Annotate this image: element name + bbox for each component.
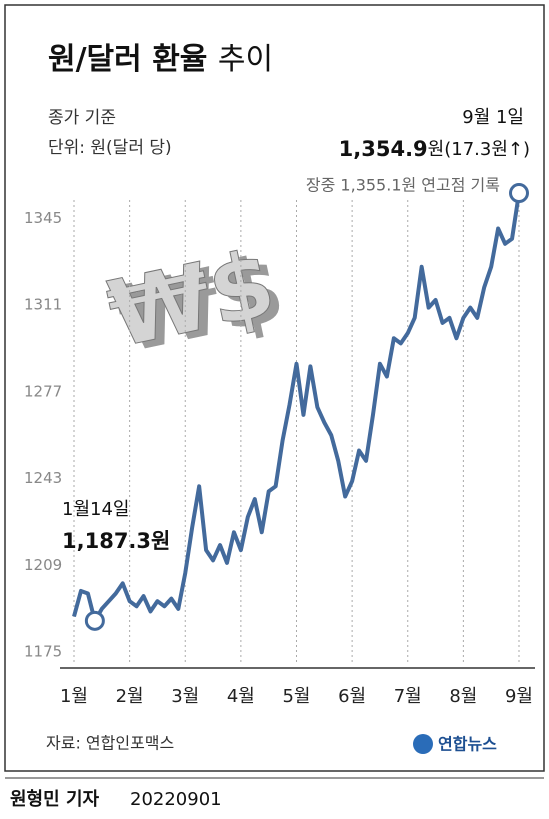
- x-tick-label: 7월: [394, 686, 422, 707]
- title-main: 원/달러 환율: [48, 42, 207, 77]
- x-tick-label: 4월: [227, 686, 255, 707]
- annotation-value: 1,187.3원: [62, 529, 170, 553]
- annotation-change: 원(17.3원↑): [428, 139, 530, 160]
- y-tick-label: 1243: [24, 469, 62, 487]
- x-tick-label: 6월: [338, 686, 366, 707]
- annotation-date: 9월 1일: [462, 107, 524, 128]
- logo: 연합뉴스: [438, 735, 497, 754]
- annotation-value-number: 1,354.9: [339, 137, 428, 161]
- x-tick-label: 5월: [282, 686, 310, 707]
- x-tick-label: 8월: [449, 686, 477, 707]
- x-tick-label: 1월: [60, 686, 88, 707]
- subtitle: 종가 기준: [48, 108, 116, 128]
- subtitle: 단위: 원(달러 당): [48, 138, 172, 158]
- y-tick-label: 1277: [24, 382, 62, 400]
- logo-icon: [413, 734, 433, 754]
- frame: [4, 4, 545, 772]
- chart-title: 원/달러 환율 추이: [48, 42, 273, 77]
- x-tick-label: 2월: [116, 686, 144, 707]
- y-tick-label: 1345: [24, 209, 62, 227]
- source: 자료: 연합인포맥스: [46, 734, 174, 753]
- annotation-value: 1,354.9원(17.3원↑): [339, 137, 530, 161]
- line-series: [72, 192, 521, 623]
- y-tick-label: 1175: [24, 643, 62, 661]
- annotation-note: 장중 1,355.1원 연고점 기록: [306, 176, 500, 195]
- title-light: 추이: [218, 42, 273, 77]
- date: 20220901: [130, 789, 222, 810]
- y-tick-label: 1209: [24, 556, 62, 574]
- byline: 원형민 기자: [10, 789, 100, 810]
- x-tick-label: 3월: [171, 686, 199, 707]
- highlight-marker: [84, 610, 105, 631]
- x-tick-label: 9월: [505, 686, 533, 707]
- highlight-marker: [509, 183, 529, 204]
- annotation-date: 1월14일: [62, 499, 129, 520]
- y-tick-label: 1311: [24, 296, 62, 314]
